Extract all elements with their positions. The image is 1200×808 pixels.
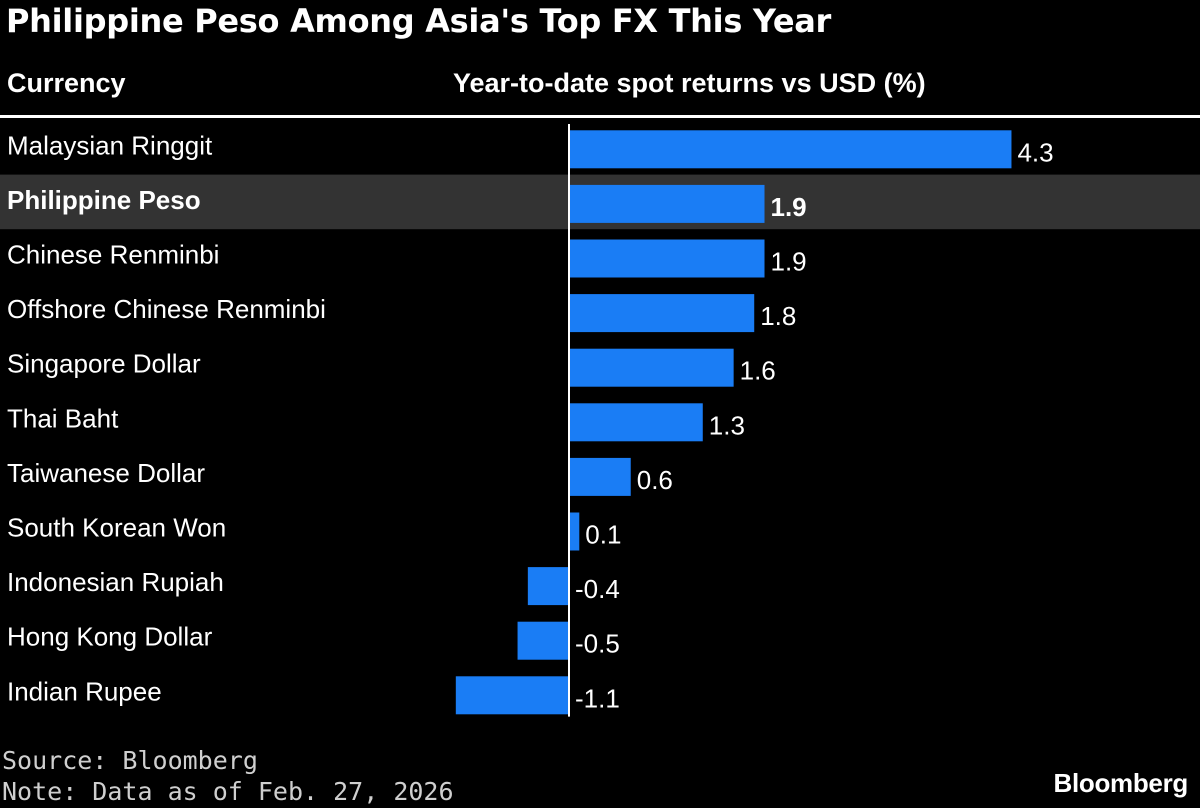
category-label: Singapore Dollar [7, 349, 201, 379]
category-label: Indonesian Rupiah [7, 567, 224, 597]
bar [569, 239, 765, 278]
category-label: Thai Baht [7, 403, 119, 433]
value-label: 1.3 [709, 410, 745, 440]
value-label: 1.9 [771, 247, 807, 277]
bar [569, 348, 734, 387]
data-note: Note: Data as of Feb. 27, 2026 [2, 777, 454, 806]
bar [569, 403, 703, 442]
category-label: Chinese Renminbi [7, 240, 219, 270]
bar [517, 621, 569, 660]
value-label: 4.3 [1017, 137, 1053, 167]
bar [569, 512, 580, 551]
value-label: 1.9 [771, 192, 807, 222]
category-label: Malaysian Ringgit [7, 130, 213, 160]
category-label: Offshore Chinese Renminbi [7, 294, 326, 324]
value-label: -0.5 [575, 629, 620, 659]
source-note: Source: Bloomberg [2, 746, 258, 775]
category-label: South Korean Won [7, 513, 226, 543]
value-label: -0.4 [575, 574, 620, 604]
chart-title: Philippine Peso Among Asia's Top FX This… [6, 2, 832, 40]
bar [569, 130, 1012, 169]
value-label: 0.6 [637, 465, 673, 495]
bar [569, 457, 631, 496]
returns-column-header: Year-to-date spot returns vs USD (%) [453, 68, 926, 98]
bar-chart: Malaysian Ringgit 4.3 Philippine Peso 1.9 Ch… [0, 124, 1200, 717]
header-divider [0, 115, 1200, 118]
currency-column-header: Currency [7, 68, 126, 98]
value-label: -1.1 [575, 683, 620, 713]
category-label: Indian Rupee [7, 676, 162, 706]
bar [569, 184, 765, 223]
bar [569, 294, 755, 333]
value-label: 0.1 [585, 520, 621, 550]
category-label: Philippine Peso [7, 185, 201, 215]
value-label: 1.6 [740, 356, 776, 386]
bar [527, 567, 569, 606]
bar [455, 676, 569, 715]
bloomberg-logo: Bloomberg [1053, 768, 1188, 798]
category-label: Taiwanese Dollar [7, 458, 205, 488]
category-label: Hong Kong Dollar [7, 622, 213, 652]
value-label: 1.8 [760, 301, 796, 331]
